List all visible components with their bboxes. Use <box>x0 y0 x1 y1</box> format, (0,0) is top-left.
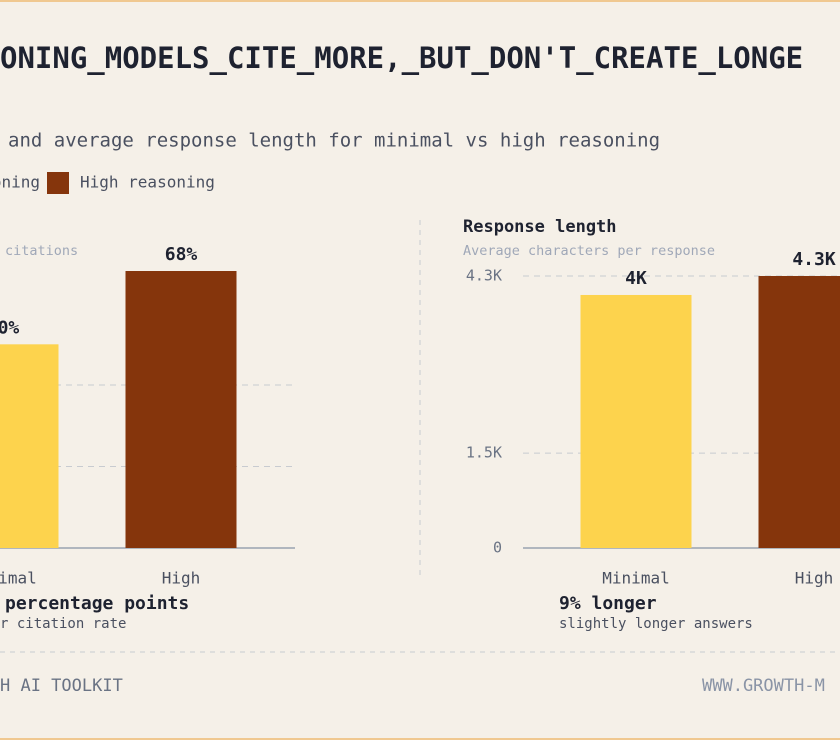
bar <box>125 271 237 548</box>
bar <box>0 344 59 548</box>
x-tick-label: High <box>795 569 834 588</box>
footer-left: H AI TOOLKIT <box>0 676 123 696</box>
x-tick-label: Minimal <box>0 569 37 588</box>
legend-label: High reasoning <box>80 173 215 192</box>
annotation-note: r citation rate <box>0 616 126 632</box>
bar <box>758 276 840 548</box>
annotation: 9% longer <box>559 593 657 614</box>
x-tick-label: High <box>162 569 201 588</box>
page-subtitle: and average response length for minimal … <box>8 130 660 152</box>
annotation: percentage points <box>5 593 189 614</box>
legend-label: Minimal reasoning <box>0 173 40 192</box>
legend-swatch <box>47 172 69 194</box>
footer-right: WWW.GROWTH-M <box>702 676 825 696</box>
y-tick-label: 1.5K <box>466 444 502 462</box>
annotation-note: slightly longer answers <box>559 616 753 632</box>
chart-title: Response length <box>463 217 617 237</box>
chart-subtitle: Average characters per response <box>463 243 715 259</box>
x-tick-label: Minimal <box>602 569 669 588</box>
y-tick-label: 4.3K <box>466 267 502 285</box>
chart-subtitle: citations <box>5 243 78 259</box>
y-tick-label: 0 <box>493 539 502 557</box>
value-label: 4.3K <box>792 249 836 270</box>
value-label: 68% <box>165 244 198 265</box>
bar <box>580 294 692 548</box>
value-label: 50% <box>0 317 19 338</box>
value-label: 4K <box>625 268 647 289</box>
page-title: ONING_MODELS_CITE_MORE,_BUT_DON'T_CREATE… <box>0 41 803 75</box>
